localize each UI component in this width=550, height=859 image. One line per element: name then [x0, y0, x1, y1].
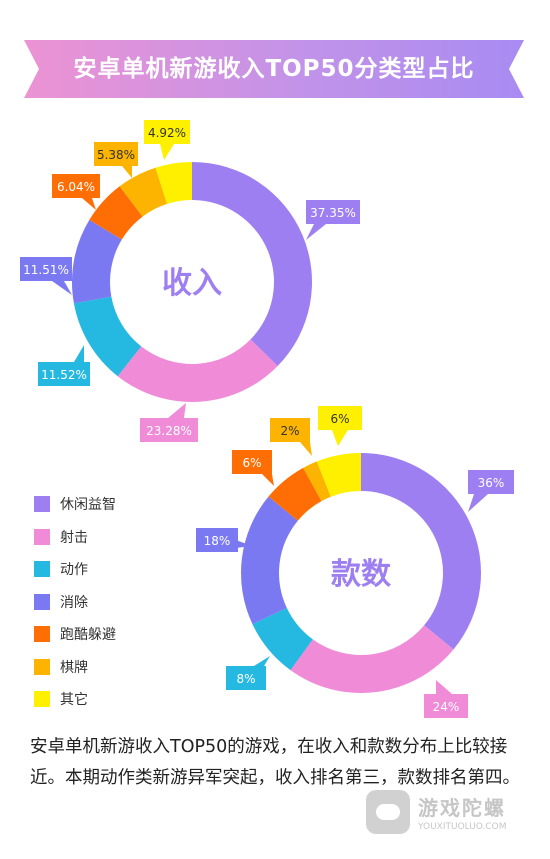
data-label: 24% [433, 700, 460, 714]
data-label-callout: 8% [226, 656, 270, 690]
legend-item: 消除 [34, 586, 116, 619]
data-label-callout: 24% [424, 680, 468, 718]
legend-label: 消除 [60, 594, 88, 611]
page-title: 安卓单机新游收入TOP50分类型占比 [73, 56, 475, 82]
data-label: 11.51% [23, 263, 69, 277]
donut-slice [303, 461, 331, 502]
gamepad-logo-icon [366, 790, 410, 834]
data-label: 11.52% [41, 368, 87, 382]
donut-slice [241, 496, 298, 625]
donut-slice [89, 186, 143, 240]
donut-slice [192, 162, 313, 367]
donut-center-label: 收入 [162, 266, 222, 301]
data-label-callout: 37.35% [306, 200, 360, 240]
watermark: 游戏陀螺 YOUXITUOLUO.COM [366, 786, 536, 846]
legend-label: 跑酷躲避 [60, 627, 116, 644]
donut-slice [119, 167, 168, 217]
title-banner [24, 40, 524, 98]
description-text: 安卓单机新游收入TOP50的游戏，在收入和款数分布上比较接近。本期动作类新游异军… [30, 737, 520, 788]
data-label: 23.28% [146, 424, 192, 438]
watermark-name: 游戏陀螺 [418, 796, 506, 820]
legend-label: 动作 [60, 562, 88, 579]
legend-item: 跑酷躲避 [34, 618, 116, 651]
data-label-callout: 11.52% [38, 345, 90, 386]
data-label-callout: 6% [318, 406, 362, 446]
data-label: 36% [478, 476, 505, 490]
data-label: 6% [330, 412, 349, 426]
watermark-url: YOUXITUOLUO.COM [418, 822, 507, 832]
data-label-callout: 23.28% [140, 403, 198, 442]
data-label: 8% [236, 672, 255, 686]
legend-swatch [34, 593, 50, 610]
legend-swatch [34, 658, 50, 675]
legend-label: 其它 [60, 692, 88, 709]
legend-item: 射击 [34, 521, 116, 554]
data-label-callout: 6% [232, 450, 274, 486]
donut-slice [268, 467, 322, 521]
donut-slice [290, 625, 454, 694]
data-label-callout: 2% [270, 418, 312, 456]
data-label-callout: 36% [468, 470, 514, 512]
data-label: 6.04% [57, 180, 95, 194]
donut-center-label: 款数 [331, 557, 392, 592]
legend-label: 射击 [60, 529, 88, 546]
data-label-callout: 5.38% [94, 142, 138, 178]
legend: 休闲益智 射击 动作 消除 跑酷躲避 棋牌 其它 [34, 488, 116, 716]
data-label-callout: 6.04% [52, 174, 100, 210]
donut-slice [316, 453, 361, 497]
data-label-callout: 11.51% [20, 257, 72, 295]
legend-item: 其它 [34, 683, 116, 716]
data-label-callout: 18% [196, 528, 252, 552]
legend-swatch [34, 561, 50, 578]
legend-item: 休闲益智 [34, 488, 116, 521]
legend-label: 休闲益智 [60, 497, 116, 514]
data-label: 6% [242, 456, 261, 470]
data-label: 2% [280, 424, 299, 438]
donut-slice [361, 453, 482, 650]
legend-swatch [34, 496, 50, 513]
data-label: 5.38% [97, 148, 135, 162]
data-label-callout: 4.92% [144, 120, 190, 160]
data-label: 4.92% [148, 126, 186, 140]
legend-label: 棋牌 [60, 659, 88, 676]
data-label: 18% [204, 534, 231, 548]
donut-slice [252, 607, 313, 671]
donut-slice [117, 339, 278, 403]
legend-swatch [34, 691, 50, 708]
donut-slice [155, 162, 192, 204]
legend-swatch [34, 626, 50, 643]
legend-swatch [34, 528, 50, 545]
donut-slice [73, 296, 142, 377]
legend-item: 棋牌 [34, 651, 116, 684]
donut-slice [71, 219, 122, 304]
data-label: 37.35% [310, 206, 356, 220]
legend-item: 动作 [34, 553, 116, 586]
